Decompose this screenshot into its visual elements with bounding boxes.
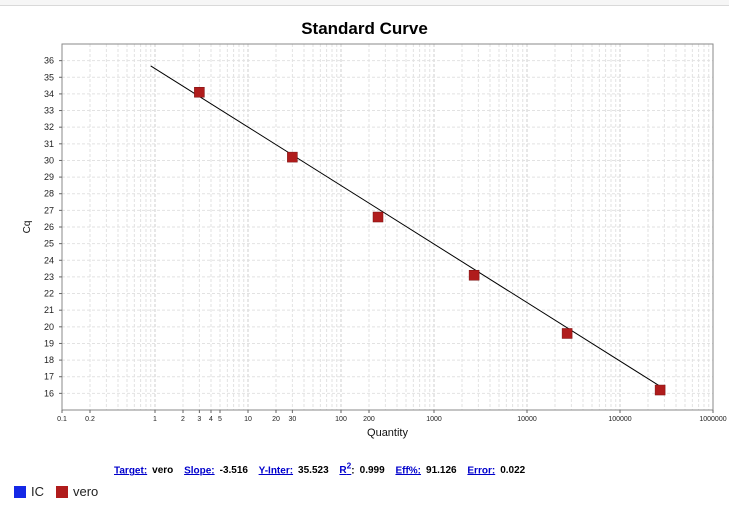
data-point-vero [194, 86, 205, 98]
r-squared-superscript: 2 [346, 461, 352, 471]
y-tick-label: 31 [44, 139, 54, 149]
x-tick-label: 30 [288, 416, 296, 423]
y-tick-label: 17 [44, 372, 54, 382]
r-squared-label: R [339, 465, 347, 477]
legend-item-vero[interactable]: vero [56, 484, 98, 499]
x-axis-label: Quantity [367, 427, 408, 439]
y-tick-label: 33 [44, 106, 54, 116]
y-tick-label: 20 [44, 322, 54, 332]
data-point-vero [468, 269, 480, 281]
y-tick-label: 18 [44, 355, 54, 365]
y-tick-label: 22 [44, 289, 54, 299]
y-tick-label: 32 [44, 122, 54, 132]
data-point-vero [372, 211, 384, 223]
legend: IC vero [14, 484, 110, 499]
x-tick-label: 100 [335, 416, 347, 423]
standard-curve-chart: 1617181920212223242526272829303132333435… [22, 43, 727, 439]
y-tick-label: 35 [44, 72, 54, 82]
legend-swatch-ic [14, 485, 26, 498]
target-value: vero [152, 465, 174, 477]
error-value: 0.022 [500, 465, 526, 477]
chart-title: Standard Curve [301, 19, 428, 38]
efficiency-value: 91.126 [426, 465, 457, 477]
x-tick-label: 0.1 [57, 416, 67, 423]
stats-bar: Target: vero Slope: -3.516 Y-Inter: 35.523 … [114, 461, 533, 476]
window-top-bar [0, 0, 729, 6]
y-intercept-value: 35.523 [298, 465, 329, 477]
x-tick-label: 10 [244, 416, 252, 423]
efficiency-link[interactable]: Eff%: [395, 465, 422, 477]
x-tick-label: 10000 [517, 416, 537, 423]
legend-swatch-vero [56, 485, 68, 498]
x-tick-label: 20 [272, 416, 280, 423]
x-tick-label: 4 [209, 416, 213, 423]
r-squared-link[interactable]: R2 [339, 461, 351, 477]
y-tick-label: 28 [44, 189, 54, 199]
x-tick-label: 2 [181, 416, 185, 423]
y-tick-label: 36 [44, 56, 54, 66]
target-link[interactable]: Target: [114, 465, 148, 477]
legend-item-ic[interactable]: IC [14, 484, 44, 499]
x-tick-label: 1000 [426, 416, 442, 423]
y-tick-label: 34 [44, 89, 54, 99]
r-squared-value: 0.999 [359, 465, 385, 477]
y-tick-label: 24 [44, 255, 54, 265]
x-tick-label: 1 [153, 416, 157, 423]
y-tick-label: 23 [44, 272, 54, 282]
standard-curve-fit-line [150, 65, 661, 387]
x-tick-label: 200 [363, 416, 375, 423]
x-tick-label: 0.2 [85, 416, 95, 423]
y-tick-label: 21 [44, 305, 54, 315]
x-tick-label: 100000 [608, 416, 631, 423]
y-tick-label: 25 [44, 239, 54, 249]
y-tick-label: 30 [44, 155, 54, 165]
error-link[interactable]: Error: [467, 465, 496, 477]
data-point-vero [654, 384, 666, 396]
x-tick-label: 3 [197, 416, 201, 423]
y-tick-label: 29 [44, 172, 54, 182]
y-axis-label: Cq [22, 221, 33, 234]
legend-label-ic: IC [31, 484, 44, 499]
data-point-vero [287, 151, 298, 163]
slope-value: -3.516 [219, 465, 248, 477]
x-tick-label: 5 [218, 416, 222, 423]
legend-label-vero: vero [73, 484, 99, 499]
y-tick-label: 16 [44, 388, 54, 398]
slope-link[interactable]: Slope: [184, 465, 215, 477]
y-tick-label: 27 [44, 205, 54, 215]
y-tick-label: 26 [44, 222, 54, 232]
r-squared-colon: : [351, 465, 355, 477]
data-point-vero [561, 328, 573, 339]
y-intercept-link[interactable]: Y-Inter: [258, 465, 294, 477]
y-tick-label: 19 [44, 338, 54, 348]
x-tick-label: 1000000 [699, 416, 726, 423]
